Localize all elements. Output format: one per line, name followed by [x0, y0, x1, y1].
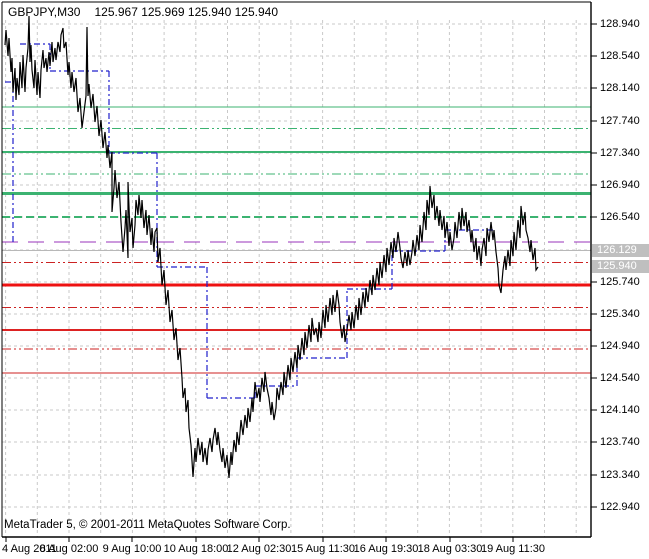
ohlc-values: 125.967 125.969 125.940 125.940: [94, 5, 278, 19]
time-axis-label: 18 Aug 03:30: [417, 543, 483, 555]
time-axis-label: 4 Aug 2011: [2, 543, 57, 555]
time-axis-label: 16 Aug 19:30: [353, 543, 419, 555]
time-axis-label: 8 Aug 02:00: [39, 543, 99, 555]
price-axis-label: 125.740: [600, 276, 640, 288]
price-axis-label: 128.140: [600, 82, 640, 94]
time-axis-label: 19 Aug 11:30: [480, 543, 546, 555]
close-price-line: [4, 15, 539, 479]
symbol-timeframe-label: GBPJPY,M30: [8, 5, 81, 19]
price-axis-label: 128.540: [600, 50, 640, 62]
price-axis-label: 127.740: [600, 115, 640, 127]
current-price-tag: 125.940: [592, 259, 649, 273]
price-axis-label: 126.940: [600, 179, 640, 191]
price-axis-label: 126.540: [600, 211, 640, 223]
time-axis-label: 15 Aug 11:30: [290, 543, 356, 555]
price-axis-label: 124.540: [600, 372, 640, 384]
price-axis-label: 124.140: [600, 404, 640, 416]
price-axis-label: 123.340: [600, 469, 640, 481]
copyright-text: MetaTrader 5, © 2001-2011 MetaQuotes Sof…: [4, 519, 291, 531]
time-axis-label: 9 Aug 10:00: [102, 543, 162, 555]
price-axis-label: 124.940: [600, 340, 640, 352]
time-axis-label: 12 Aug 02:30: [226, 543, 292, 555]
chart-title: GBPJPY,M30 125.967 125.969 125.940 125.94…: [8, 5, 278, 19]
price-axis-label: 128.940: [600, 18, 640, 30]
level-price-tag: 126.129: [592, 243, 649, 257]
price-axis-label: 127.340: [600, 147, 640, 159]
price-axis-label: 125.340: [600, 308, 640, 320]
time-axis-label: 10 Aug 18:00: [163, 543, 229, 555]
price-axis-label: 122.940: [600, 501, 640, 513]
price-axis-label: 123.740: [600, 436, 640, 448]
